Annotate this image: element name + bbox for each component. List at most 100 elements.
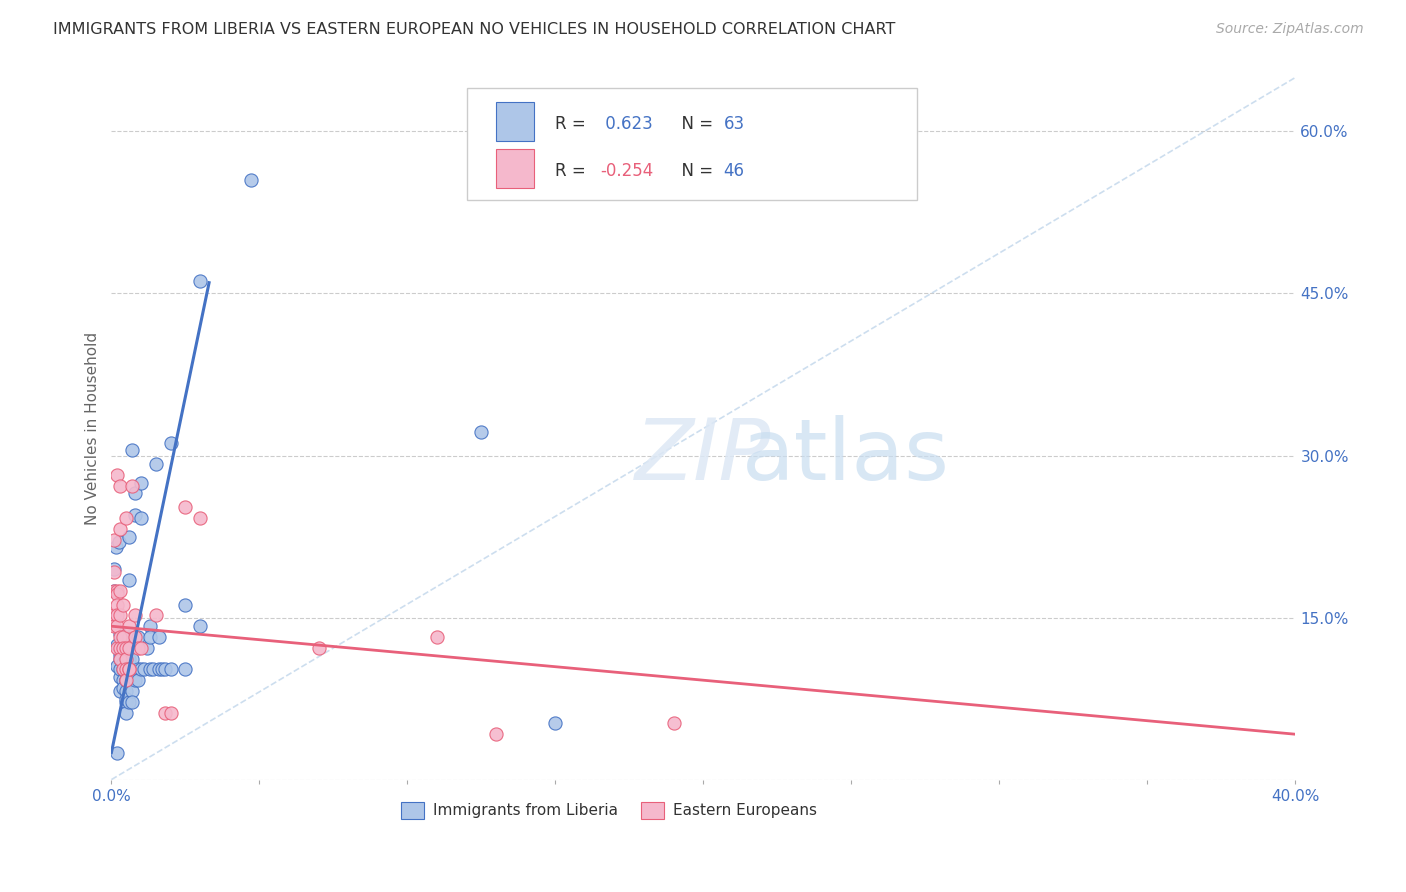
- Point: [110, 651, 132, 665]
- Point: [110, 648, 132, 663]
- Point: [112, 630, 135, 644]
- Point: [153, 706, 176, 720]
- Point: [150, 662, 173, 676]
- Point: [159, 435, 181, 450]
- Point: [103, 583, 125, 598]
- Point: [118, 695, 141, 709]
- Point: [485, 727, 508, 741]
- Point: [188, 619, 211, 633]
- Point: [115, 684, 138, 698]
- Point: [110, 684, 132, 698]
- Point: [115, 673, 138, 688]
- Point: [110, 627, 132, 641]
- Point: [118, 651, 141, 665]
- Point: [115, 673, 138, 688]
- Point: [118, 630, 141, 644]
- Y-axis label: No Vehicles in Household: No Vehicles in Household: [86, 332, 100, 525]
- Point: [118, 619, 141, 633]
- Point: [139, 630, 162, 644]
- Point: [110, 608, 132, 623]
- Point: [159, 706, 181, 720]
- Point: [115, 511, 138, 525]
- Point: [121, 479, 143, 493]
- Point: [129, 640, 152, 655]
- Point: [110, 640, 132, 655]
- Point: [127, 673, 149, 688]
- Point: [148, 662, 170, 676]
- Point: [174, 662, 197, 676]
- Point: [129, 511, 152, 525]
- Point: [115, 673, 138, 688]
- Point: [127, 630, 149, 644]
- Point: [103, 608, 125, 623]
- Point: [105, 638, 128, 652]
- Point: [148, 630, 170, 644]
- Point: [118, 573, 141, 587]
- Point: [118, 530, 141, 544]
- Point: [112, 681, 135, 695]
- Point: [103, 583, 125, 598]
- Point: [239, 173, 262, 187]
- Point: [108, 535, 131, 549]
- Point: [124, 486, 146, 500]
- Point: [105, 746, 128, 760]
- Text: R =: R =: [555, 161, 592, 179]
- Point: [103, 533, 125, 547]
- Text: 63: 63: [724, 115, 745, 133]
- Point: [118, 662, 141, 676]
- Point: [105, 640, 128, 655]
- Point: [105, 619, 128, 633]
- Point: [662, 716, 685, 731]
- Point: [115, 640, 138, 655]
- Point: [105, 583, 128, 598]
- Point: [115, 651, 138, 665]
- Point: [136, 640, 159, 655]
- Point: [188, 273, 211, 287]
- Text: R =: R =: [555, 115, 592, 133]
- Point: [124, 630, 146, 644]
- Point: [124, 508, 146, 522]
- Point: [110, 479, 132, 493]
- Point: [544, 716, 567, 731]
- FancyBboxPatch shape: [467, 88, 917, 201]
- Text: atlas: atlas: [741, 415, 949, 498]
- Point: [139, 662, 162, 676]
- Point: [174, 500, 197, 515]
- Text: Source: ZipAtlas.com: Source: ZipAtlas.com: [1216, 22, 1364, 37]
- Point: [470, 425, 492, 439]
- Point: [118, 640, 141, 655]
- Point: [188, 511, 211, 525]
- Text: N =: N =: [672, 161, 718, 179]
- Point: [159, 662, 181, 676]
- Point: [115, 662, 138, 676]
- Text: 0.623: 0.623: [600, 115, 654, 133]
- Point: [105, 659, 128, 673]
- Legend: Immigrants from Liberia, Eastern Europeans: Immigrants from Liberia, Eastern Europea…: [395, 796, 823, 824]
- Point: [103, 619, 125, 633]
- Point: [121, 443, 143, 458]
- Point: [103, 565, 125, 579]
- Point: [110, 583, 132, 598]
- Point: [124, 608, 146, 623]
- Point: [127, 662, 149, 676]
- Point: [112, 640, 135, 655]
- Point: [139, 619, 162, 633]
- Point: [129, 662, 152, 676]
- Text: ZIP: ZIP: [636, 415, 772, 498]
- Point: [127, 640, 149, 655]
- Point: [112, 662, 135, 676]
- Point: [110, 630, 132, 644]
- Point: [105, 608, 128, 623]
- Point: [112, 662, 135, 676]
- Text: N =: N =: [672, 115, 718, 133]
- Text: -0.254: -0.254: [600, 161, 654, 179]
- Point: [142, 662, 165, 676]
- Point: [110, 670, 132, 684]
- Point: [115, 691, 138, 706]
- FancyBboxPatch shape: [496, 150, 534, 188]
- Point: [105, 467, 128, 482]
- Point: [112, 656, 135, 670]
- Point: [104, 541, 127, 555]
- Point: [124, 673, 146, 688]
- Point: [105, 598, 128, 612]
